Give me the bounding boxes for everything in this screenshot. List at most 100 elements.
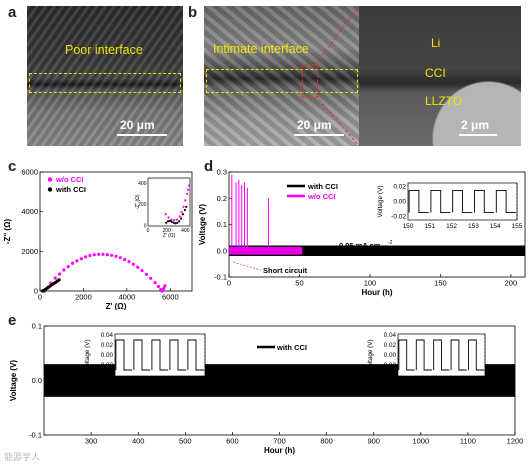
c-inset-point-wo-cci bbox=[186, 192, 189, 196]
d-xtick-label: 50 bbox=[295, 279, 303, 288]
c-frame bbox=[39, 171, 193, 292]
d-inset-xtick-label: 152 bbox=[446, 223, 457, 230]
d-inset-square-wave bbox=[408, 189, 516, 214]
e-xtick-label: 500 bbox=[179, 437, 192, 446]
c-inset-point-wo-cci bbox=[187, 188, 190, 191]
scale-label-b-right: 2 μm bbox=[461, 118, 490, 132]
e-current-exponent: -2 bbox=[303, 366, 308, 372]
scale-label-a: 20 μm bbox=[120, 118, 155, 132]
e-xtick-label: 700 bbox=[273, 437, 286, 446]
e-xtick-label: 300 bbox=[85, 437, 98, 446]
d-ytick-label: 0.0 bbox=[217, 246, 227, 255]
c-inset-ytick-label: 400 bbox=[138, 181, 147, 187]
layer-label-llzto: LLZTO bbox=[425, 94, 463, 108]
d-xtick-label: 150 bbox=[434, 279, 447, 288]
e-inset1-xtick-label: 302 bbox=[146, 378, 157, 385]
c-point-wo-cci bbox=[101, 252, 105, 256]
connector-bottom bbox=[315, 95, 360, 147]
c-inset-point-with-cci bbox=[180, 217, 183, 220]
d-xlabel: Hour (h) bbox=[361, 288, 392, 297]
scale-label-b-left: 20 μm bbox=[297, 118, 332, 132]
c-point-wo-cci bbox=[160, 289, 164, 293]
e-ytick-label: 0.0 bbox=[32, 376, 42, 385]
c-point-wo-cci bbox=[131, 262, 135, 266]
e-ytick-label: 0.1 bbox=[32, 322, 42, 331]
d-short-circuit-label: Short circuit bbox=[263, 266, 308, 275]
zoom-region-box bbox=[302, 64, 318, 98]
c-inset-point-wo-cci bbox=[180, 211, 183, 214]
d-ytick-label: 0.3 bbox=[217, 168, 227, 177]
e-xtick-label: 800 bbox=[320, 437, 333, 446]
e-xtick-label: 1000 bbox=[412, 437, 429, 446]
e-current-note: 0.1 mA cm bbox=[254, 367, 292, 376]
c-inset-point-wo-cci bbox=[175, 218, 179, 221]
e-inset2-ytick-label: -0.04 bbox=[382, 372, 397, 379]
c-point-wo-cci bbox=[149, 276, 153, 280]
c-legend-label: with CCI bbox=[55, 185, 86, 194]
d-xtick-label: 200 bbox=[505, 279, 518, 288]
c-inset-point-wo-cci bbox=[164, 213, 167, 216]
e-inset1-ytick-label: -0.04 bbox=[99, 372, 114, 379]
c-inset-ytick-label: 200 bbox=[138, 202, 147, 208]
c-point-wo-cci bbox=[110, 253, 114, 257]
panel-label-d: d bbox=[204, 158, 214, 175]
e-inset1-xtick-label: 304 bbox=[182, 378, 193, 385]
e-xtick-label: 400 bbox=[132, 437, 145, 446]
d-short-circuit-arrow bbox=[232, 261, 262, 271]
sem-image-intimate-interface: Intimate interface 20 μm bbox=[204, 6, 359, 146]
c-point-wo-cci bbox=[162, 287, 166, 291]
interface-highlight-box bbox=[206, 69, 358, 93]
c-point-wo-cci bbox=[105, 253, 109, 257]
c-point-wo-cci bbox=[62, 268, 66, 272]
interface-highlight-box bbox=[29, 73, 181, 93]
sem-image-poor-interface: Poor interface 20 μm bbox=[27, 6, 183, 146]
watermark: 能源学人 bbox=[4, 452, 41, 462]
c-inset-point-with-cci bbox=[166, 220, 170, 223]
c-inset-ylabel: -Z'' (Ω) bbox=[135, 194, 141, 209]
e-inset2-xtick-label: 1101 bbox=[409, 378, 423, 385]
d-xtick-label: 100 bbox=[364, 279, 377, 288]
d-inset-xtick-label: 150 bbox=[403, 223, 414, 230]
e-inset1-xlabel: Hour (h) bbox=[148, 385, 172, 392]
c-inset-point-wo-cci bbox=[173, 219, 176, 222]
e-inset1-ytick-label: 0.04 bbox=[101, 332, 114, 339]
d-inset-xtick-label: 154 bbox=[490, 223, 501, 230]
c-point-with-cci bbox=[57, 278, 61, 282]
c-point-wo-cci bbox=[75, 259, 79, 263]
c-xtick-label: 4000 bbox=[119, 293, 136, 302]
c-inset-point-with-cci bbox=[176, 221, 179, 224]
c-inset-point-with-cci bbox=[168, 219, 172, 222]
c-inset-point-with-cci bbox=[181, 213, 185, 216]
d-ytick-label: 0.2 bbox=[217, 194, 227, 203]
scale-bar-b-right bbox=[459, 134, 497, 136]
e-inset1-square-wave bbox=[115, 339, 205, 371]
e-inset2-ytick-label: 0.04 bbox=[384, 332, 397, 339]
c-point-wo-cci bbox=[97, 252, 101, 256]
voltage-profile-chart-d: 0 50 100 150 200 -0.1 0.0 0.1 0.2 0.3 Hour (h) Volt… bbox=[198, 168, 526, 297]
e-xlabel: Hour (h) bbox=[264, 446, 295, 455]
c-inset-xtick-label: 0 bbox=[147, 228, 150, 234]
connector-top bbox=[315, 5, 360, 65]
c-point-wo-cci bbox=[127, 260, 131, 264]
e-inset2-xtick-label: 1102 bbox=[426, 378, 440, 385]
e-inset2-ytick-label: -0.02 bbox=[382, 362, 397, 369]
c-inset-point-with-cci bbox=[172, 221, 175, 224]
scale-bar-a bbox=[117, 134, 167, 136]
poor-interface-label: Poor interface bbox=[65, 43, 143, 57]
e-xtick-label: 600 bbox=[226, 437, 239, 446]
c-ytick-label: 2000 bbox=[21, 247, 38, 256]
panel-label-e: e bbox=[8, 312, 17, 329]
e-inset2-xtick-label: 1104 bbox=[461, 378, 475, 385]
e-inset2-xtick-label: 1103 bbox=[443, 378, 457, 385]
c-point-wo-cci bbox=[156, 284, 160, 289]
c-inset-xtick-label: 400 bbox=[181, 228, 190, 234]
c-xlabel: Z' (Ω) bbox=[106, 302, 127, 310]
c-point-wo-cci bbox=[88, 253, 92, 258]
c-ylabel: -Z'' (Ω) bbox=[3, 219, 12, 245]
d-inset-ytick-label: -0.02 bbox=[391, 213, 406, 220]
c-inset-point-wo-cci bbox=[178, 215, 181, 218]
e-inset1-xtick-label: 301 bbox=[128, 378, 139, 385]
c-ytick-label: 0 bbox=[34, 287, 38, 296]
e-ylabel: Voltage (V) bbox=[9, 360, 18, 402]
